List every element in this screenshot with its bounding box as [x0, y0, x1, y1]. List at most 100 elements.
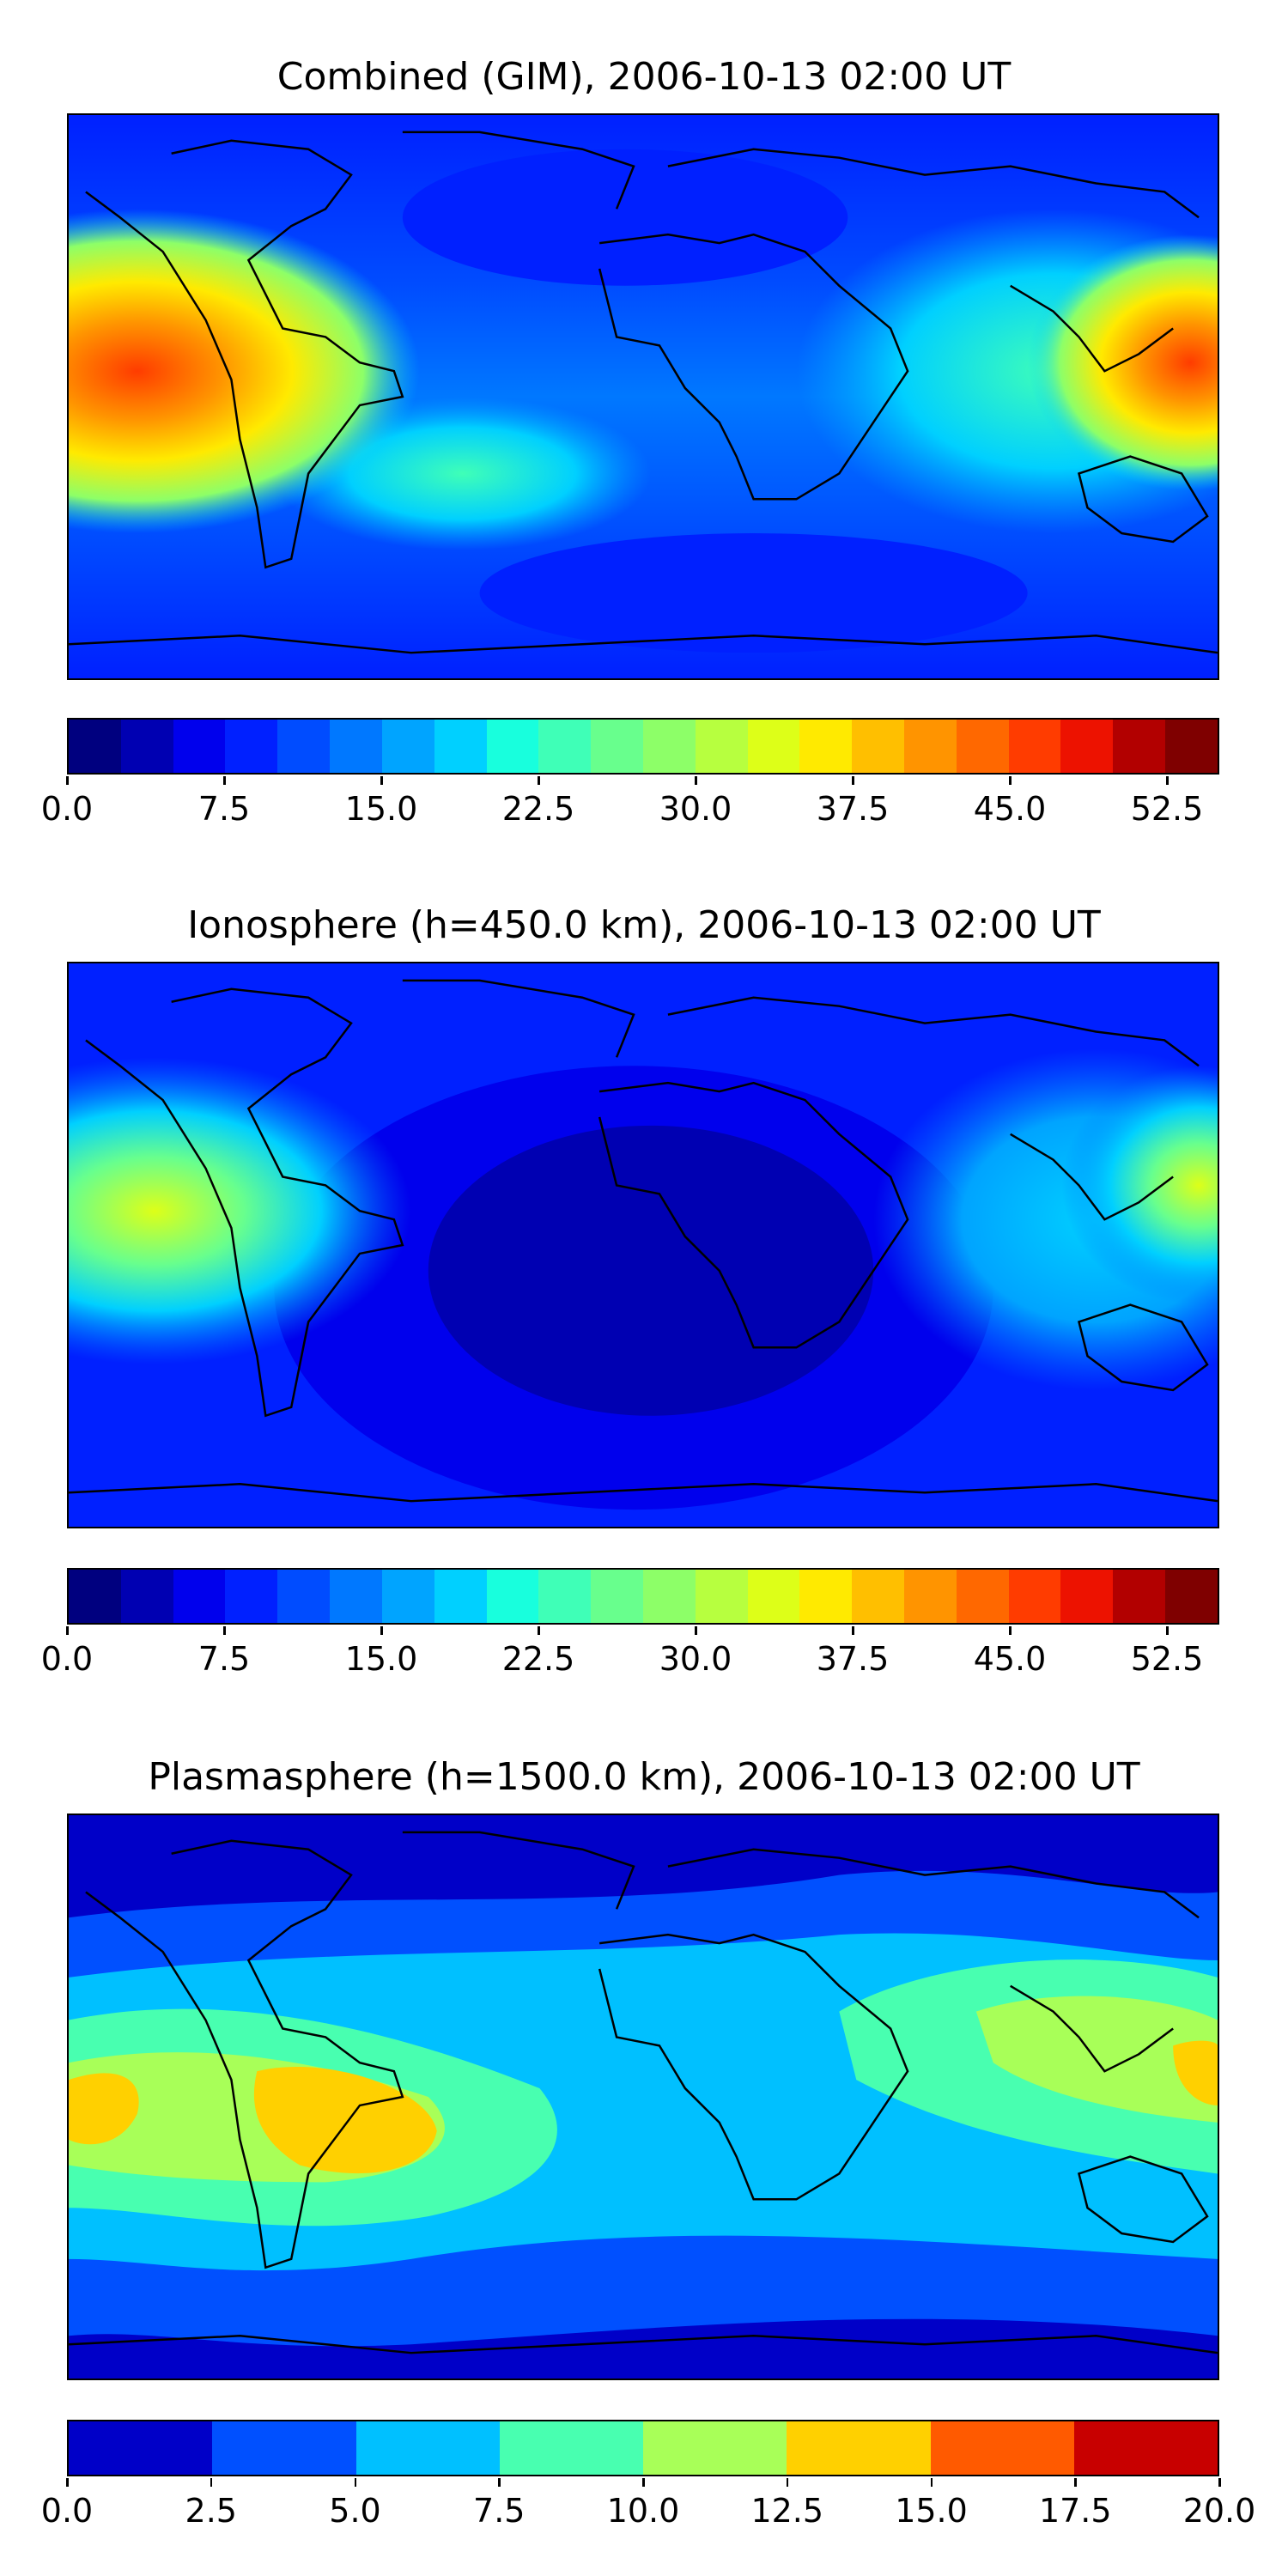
- colorbar-segment: [1165, 720, 1218, 773]
- combined-map-svg: [69, 115, 1218, 678]
- colorbar-tick-label: 30.0: [659, 1640, 732, 1678]
- colorbar-tick-mark: [930, 2478, 933, 2487]
- colorbar-segment: [904, 720, 957, 773]
- colorbar-tick-label: 0.0: [40, 2492, 94, 2530]
- colorbar-tick-label: 52.5: [1130, 790, 1204, 828]
- colorbar-tick-label: 7.5: [473, 2492, 526, 2530]
- colorbar-segment: [591, 1570, 643, 1623]
- colorbar-segment: [852, 1570, 904, 1623]
- colorbar-tick-label: 37.5: [816, 790, 890, 828]
- ionosphere-map-svg: [69, 963, 1218, 1527]
- colorbar-segment: [695, 1570, 748, 1623]
- colorbar-segment: [1060, 720, 1114, 773]
- colorbar-ticks-plasmasphere: 0.0 2.5 5.0 7.5 10.0 12.5 15.0 17.5 20.0: [41, 2478, 1255, 2530]
- colorbar-tick-mark: [66, 1626, 69, 1635]
- colorbar-tick-label: 20.0: [1182, 2492, 1256, 2530]
- colorbar-segment: [591, 720, 643, 773]
- colorbar-tick-label: 2.5: [185, 2492, 237, 2530]
- colorbar-segment: [330, 720, 382, 773]
- colorbar-segment: [695, 720, 748, 773]
- colorbar-ticks-ionosphere: 0.0 7.5 15.0 22.5 30.0 37.5 45.0 52.5: [41, 1626, 1219, 1678]
- colorbar-segment: [120, 1570, 173, 1623]
- colorbar-tick-label: 15.0: [895, 2492, 968, 2530]
- colorbar-tick-mark: [354, 2478, 356, 2487]
- colorbar-segment: [355, 2421, 500, 2475]
- map-ionosphere: [67, 962, 1219, 1528]
- colorbar-segment: [173, 720, 226, 773]
- colorbar-tick-mark: [380, 776, 383, 785]
- colorbar-segment: [486, 1570, 539, 1623]
- colorbar-segment: [120, 720, 173, 773]
- panel-title-combined: Combined (GIM), 2006-10-13 02:00 UT: [276, 55, 1012, 99]
- colorbar-tick-label: 22.5: [501, 790, 575, 828]
- colorbar-segment: [225, 1570, 278, 1623]
- colorbar-tick-mark: [852, 1626, 854, 1635]
- colorbar-tick-mark: [642, 2478, 645, 2487]
- colorbar-segment: [1008, 720, 1061, 773]
- colorbar-segment: [381, 1570, 434, 1623]
- colorbar-segment: [930, 2421, 1074, 2475]
- colorbar-tick-mark: [1218, 2478, 1221, 2487]
- colorbar-segment: [852, 720, 904, 773]
- colorbar-tick-mark: [1166, 1626, 1169, 1635]
- colorbar-tick-mark: [66, 776, 69, 785]
- colorbar-segment: [69, 720, 121, 773]
- colorbar-tick-label: 12.5: [750, 2492, 824, 2530]
- colorbar-tick-label: 0.0: [40, 1640, 94, 1678]
- colorbar-tick-label: 5.0: [329, 2492, 381, 2530]
- colorbar-segment: [956, 720, 1009, 773]
- colorbar-tick-mark: [1009, 776, 1012, 785]
- colorbar-segment: [277, 720, 331, 773]
- colorbar-segment: [1165, 1570, 1218, 1623]
- map-combined: [67, 113, 1219, 680]
- colorbar-segment: [1113, 720, 1166, 773]
- colorbar-tick-mark: [223, 1626, 226, 1635]
- colorbar-segment: [69, 2421, 213, 2475]
- colorbar-tick-mark: [538, 776, 540, 785]
- colorbar-segment: [642, 1570, 696, 1623]
- colorbar-segment: [330, 1570, 382, 1623]
- colorbar-tick-label: 0.0: [40, 790, 94, 828]
- colorbar-tick-mark: [498, 2478, 501, 2487]
- colorbar-segment: [434, 1570, 487, 1623]
- colorbar-ionosphere: [67, 1568, 1219, 1625]
- colorbar-segment: [538, 720, 592, 773]
- colorbar-tick-mark: [852, 776, 854, 785]
- colorbar-tick-label: 10.0: [606, 2492, 680, 2530]
- colorbar-tick-mark: [1074, 2478, 1077, 2487]
- colorbar-combined: [67, 718, 1219, 775]
- colorbar-segment: [787, 2421, 931, 2475]
- colorbar-segment: [173, 1570, 226, 1623]
- colorbar-tick-label: 15.0: [344, 790, 418, 828]
- colorbar-tick-label: 7.5: [197, 790, 251, 828]
- panel-title-ionosphere: Ionosphere (h=450.0 km), 2006-10-13 02:0…: [187, 903, 1101, 947]
- colorbar-segment: [69, 1570, 121, 1623]
- colorbar-tick-label: 52.5: [1130, 1640, 1204, 1678]
- colorbar-plasmasphere: [67, 2420, 1219, 2476]
- colorbar-tick-mark: [1009, 1626, 1012, 1635]
- colorbar-segment: [277, 1570, 331, 1623]
- colorbar-segment: [747, 720, 800, 773]
- colorbar-tick-label: 37.5: [816, 1640, 890, 1678]
- colorbar-segment: [956, 1570, 1009, 1623]
- colorbar-tick-mark: [210, 2478, 213, 2487]
- map-plasmasphere: [67, 1814, 1219, 2380]
- colorbar-segment: [434, 720, 487, 773]
- colorbar-segment: [1073, 2421, 1218, 2475]
- colorbar-segment: [747, 1570, 800, 1623]
- colorbar-tick-label: 45.0: [973, 790, 1047, 828]
- colorbar-segment: [499, 2421, 643, 2475]
- plasmasphere-map-svg: [69, 1815, 1218, 2379]
- colorbar-segment: [1060, 1570, 1114, 1623]
- colorbar-tick-mark: [223, 776, 226, 785]
- colorbar-segment: [381, 720, 434, 773]
- colorbar-segment: [486, 720, 539, 773]
- colorbar-tick-label: 7.5: [197, 1640, 251, 1678]
- colorbar-tick-mark: [380, 1626, 383, 1635]
- colorbar-tick-label: 45.0: [973, 1640, 1047, 1678]
- colorbar-tick-label: 17.5: [1038, 2492, 1112, 2530]
- colorbar-tick-mark: [66, 2478, 69, 2487]
- colorbar-segment: [642, 720, 696, 773]
- colorbar-ticks-combined: 0.0 7.5 15.0 22.5 30.0 37.5 45.0 52.5: [41, 776, 1219, 828]
- colorbar-segment: [904, 1570, 957, 1623]
